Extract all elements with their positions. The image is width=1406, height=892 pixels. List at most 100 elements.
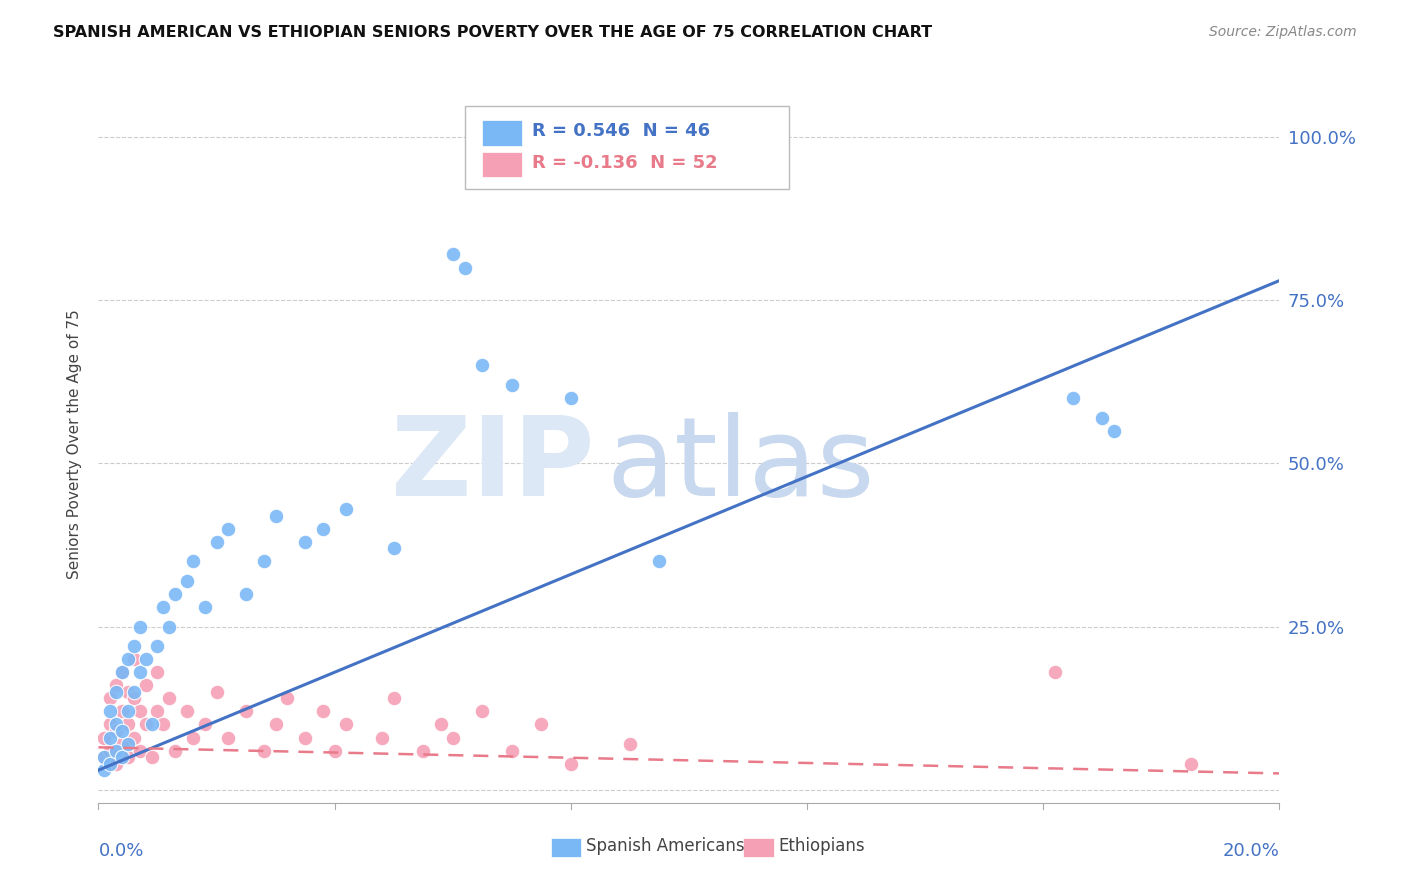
Text: atlas: atlas [606,412,875,519]
Point [501,378,523,392]
Point [98,731,121,745]
Text: R = -0.136  N = 52: R = -0.136 N = 52 [531,154,717,172]
Point [98,743,121,757]
Point [181,554,204,568]
Point [382,541,405,556]
Point [122,685,145,699]
Point [117,750,139,764]
Point [122,652,145,666]
Point [501,743,523,757]
Point [430,717,453,731]
Point [157,619,180,633]
Point [98,705,121,719]
Point [122,731,145,745]
Point [117,705,139,719]
Point [117,685,139,699]
Point [648,554,671,568]
Point [146,665,169,680]
FancyBboxPatch shape [464,106,789,189]
Point [111,665,134,680]
Point [335,502,357,516]
Point [146,639,169,653]
Point [98,756,121,771]
Point [105,743,128,757]
Point [98,691,121,706]
Point [312,522,335,536]
Point [235,705,257,719]
Y-axis label: Seniors Poverty Over the Age of 75: Seniors Poverty Over the Age of 75 [67,309,83,579]
Point [93,750,115,764]
Point [441,247,464,261]
FancyBboxPatch shape [482,120,523,145]
Point [105,756,128,771]
Text: Source: ZipAtlas.com: Source: ZipAtlas.com [1209,25,1357,39]
Point [276,691,298,706]
FancyBboxPatch shape [744,838,773,856]
Point [294,731,316,745]
Point [217,522,239,536]
Point [253,743,276,757]
Point [152,717,174,731]
FancyBboxPatch shape [482,152,523,178]
Point [135,717,157,731]
Point [453,260,475,275]
Text: ZIP: ZIP [391,412,595,519]
Point [194,599,217,614]
Point [294,534,316,549]
Point [128,705,150,719]
Point [111,705,134,719]
Point [128,743,150,757]
Point [560,756,582,771]
Point [1062,391,1084,405]
Point [441,731,464,745]
Point [412,743,434,757]
Point [335,717,357,731]
Point [471,705,494,719]
FancyBboxPatch shape [551,838,582,856]
Point [471,359,494,373]
Point [152,599,174,614]
Point [323,743,346,757]
Point [571,130,593,145]
Text: SPANISH AMERICAN VS ETHIOPIAN SENIORS POVERTY OVER THE AGE OF 75 CORRELATION CHA: SPANISH AMERICAN VS ETHIOPIAN SENIORS PO… [53,25,932,40]
Point [176,705,198,719]
Point [128,619,150,633]
Point [165,743,187,757]
Point [117,717,139,731]
Point [105,678,128,692]
Point [128,665,150,680]
Point [105,685,128,699]
Point [205,685,228,699]
Point [105,724,128,739]
Point [98,717,121,731]
Point [176,574,198,588]
Point [122,639,145,653]
Point [111,737,134,751]
Point [135,678,157,692]
Point [1091,410,1114,425]
Point [111,724,134,739]
Text: Ethiopians: Ethiopians [779,837,865,855]
Point [530,717,553,731]
Text: R = 0.546  N = 46: R = 0.546 N = 46 [531,122,710,140]
Text: Spanish Americans: Spanish Americans [586,837,745,855]
Point [1043,665,1066,680]
Point [93,731,115,745]
Point [382,691,405,706]
Point [217,731,239,745]
Point [157,691,180,706]
Point [312,705,335,719]
Point [111,665,134,680]
Point [117,737,139,751]
Point [93,750,115,764]
Point [135,652,157,666]
Text: 20.0%: 20.0% [1223,842,1279,860]
Point [93,763,115,777]
Point [560,391,582,405]
Point [117,652,139,666]
Point [181,731,204,745]
Point [264,508,287,523]
Point [235,587,257,601]
Point [105,717,128,731]
Point [205,534,228,549]
